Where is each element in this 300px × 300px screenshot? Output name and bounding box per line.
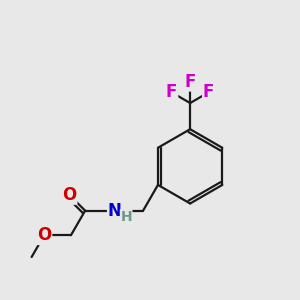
Text: O: O xyxy=(37,226,51,244)
Text: O: O xyxy=(62,186,76,204)
Text: F: F xyxy=(203,83,214,101)
Text: N: N xyxy=(108,202,122,220)
Text: H: H xyxy=(120,210,132,224)
Text: F: F xyxy=(166,83,177,101)
Text: F: F xyxy=(184,73,196,91)
